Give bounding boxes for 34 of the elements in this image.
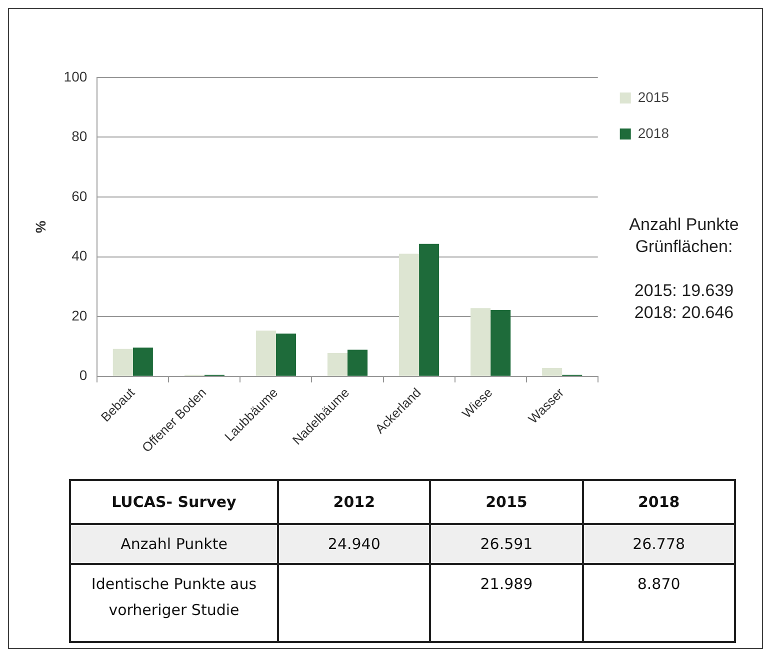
- category-label: LUCAS- Survey: [70, 480, 278, 524]
- text: Anzahl Punkte Grünflächen:: [628, 214, 740, 258]
- bar: [348, 350, 368, 376]
- category-label: Identische Punkte aus vorheriger Studie: [91, 575, 257, 619]
- bar: [490, 310, 511, 376]
- text: 21.989: [480, 575, 533, 593]
- bar: [399, 254, 420, 376]
- bar: [327, 353, 348, 376]
- bar: [542, 368, 562, 376]
- category-label: 2018: [582, 480, 735, 524]
- text: 2018: 20.646: [633, 302, 735, 324]
- legend-label: 2018: [638, 124, 670, 141]
- y-tick-label: 40: [72, 248, 88, 264]
- text: 26.591: [480, 535, 533, 553]
- legend-label: 2015: [638, 88, 670, 105]
- category-label: 2015: [430, 480, 583, 524]
- bar: [276, 334, 296, 376]
- y-tick-label: 20: [72, 307, 88, 324]
- bar: [470, 308, 491, 376]
- bar: [419, 244, 440, 376]
- text: 26.778: [632, 535, 686, 553]
- bar: [256, 330, 276, 376]
- text: 8.870: [637, 575, 680, 593]
- text: 2015: 19.639: [633, 280, 735, 302]
- y-tick-label: 0: [79, 367, 88, 384]
- category-label: Anzahl Punkte: [120, 535, 228, 553]
- bar: [132, 348, 153, 376]
- y-axis-title: %: [32, 220, 48, 234]
- y-tick-label: 80: [72, 128, 88, 144]
- y-tick-label: 100: [64, 68, 88, 84]
- bar: [112, 348, 133, 376]
- category-label: 2012: [278, 480, 430, 524]
- y-tick-label: 60: [72, 188, 88, 204]
- text: 24.940: [328, 535, 380, 553]
